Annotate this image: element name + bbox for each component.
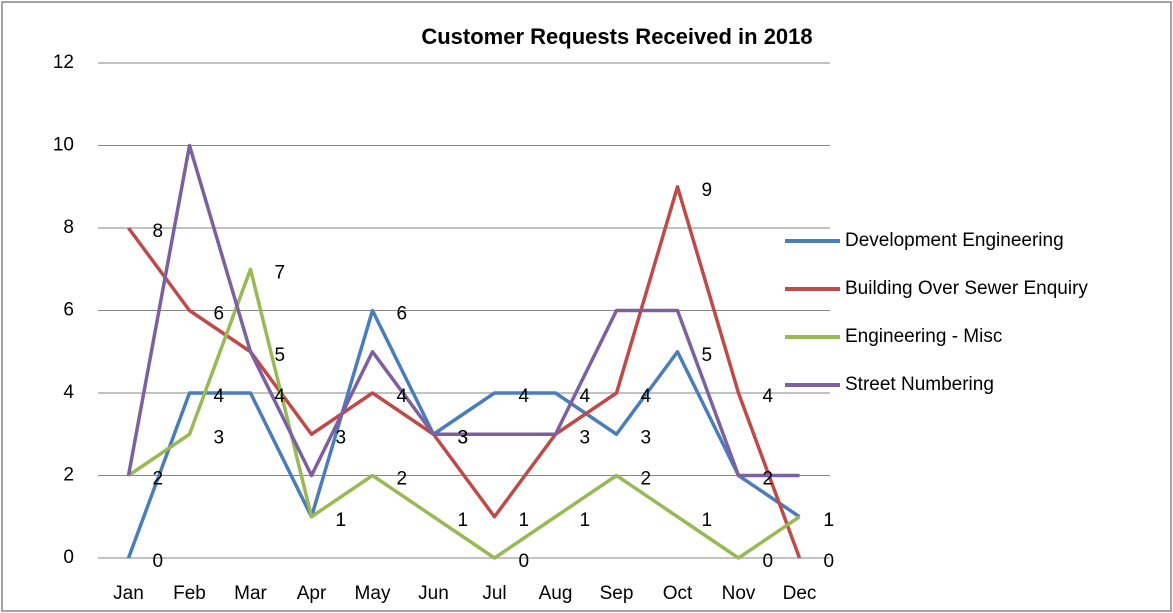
data-label: 2 <box>763 469 774 490</box>
data-label: 2 <box>397 469 408 490</box>
x-tick-label: Apr <box>297 583 327 604</box>
data-label: 1 <box>824 510 835 531</box>
y-tick-label: 0 <box>63 547 74 568</box>
data-label: 1 <box>336 510 347 531</box>
data-label: 0 <box>153 551 164 572</box>
x-tick-label: Oct <box>663 583 693 604</box>
series-line <box>127 267 801 560</box>
data-label: 6 <box>214 304 225 325</box>
data-label: 1 <box>580 510 591 531</box>
data-label: 4 <box>397 386 408 407</box>
x-tick-label: Jul <box>482 583 506 604</box>
data-label: 4 <box>214 386 225 407</box>
series-line <box>127 185 802 559</box>
data-label: 2 <box>641 469 652 490</box>
y-tick-label: 2 <box>63 465 74 486</box>
data-label: 4 <box>763 386 774 407</box>
x-tick-label: Jun <box>418 583 449 604</box>
data-label: 9 <box>702 180 713 201</box>
data-label: 1 <box>336 510 347 531</box>
data-label: 0 <box>824 551 835 572</box>
data-label: 3 <box>580 427 591 448</box>
data-label: 0 <box>519 551 530 572</box>
x-tick-label: Feb <box>173 583 206 604</box>
data-label: 1 <box>824 510 835 531</box>
data-label: 3 <box>214 427 225 448</box>
chart-title: Customer Requests Received in 2018 <box>421 24 812 49</box>
data-label: 5 <box>702 345 713 366</box>
x-tick-label: Jan <box>113 583 144 604</box>
data-label: 0 <box>763 551 774 572</box>
y-tick-label: 10 <box>53 135 74 156</box>
data-label: 8 <box>153 221 164 242</box>
data-label: 3 <box>458 427 469 448</box>
y-tick-label: 4 <box>63 382 74 403</box>
data-label: 3 <box>641 427 652 448</box>
data-label: 6 <box>397 304 408 325</box>
x-tick-label: Dec <box>783 583 817 604</box>
data-label: 3 <box>458 427 469 448</box>
x-tick-label: Nov <box>722 583 756 604</box>
legend-label: Street Numbering <box>845 374 994 395</box>
data-label: 7 <box>275 262 286 283</box>
data-label: 4 <box>580 386 591 407</box>
data-label: 1 <box>702 510 713 531</box>
x-tick-label: Mar <box>234 583 267 604</box>
x-tick-label: May <box>355 583 391 604</box>
data-label: 3 <box>336 427 347 448</box>
y-tick-label: 6 <box>63 300 74 321</box>
data-label: 4 <box>275 386 286 407</box>
legend-label: Building Over Sewer Enquiry <box>845 278 1088 299</box>
y-tick-label: 8 <box>63 217 74 238</box>
legend-label: Engineering - Misc <box>845 326 1002 347</box>
data-label: 4 <box>641 386 652 407</box>
legend-label: Development Engineering <box>845 230 1064 251</box>
x-tick-label: Aug <box>539 583 573 604</box>
data-label: 5 <box>275 345 286 366</box>
data-label: 4 <box>519 386 530 407</box>
y-tick-label: 12 <box>53 52 74 73</box>
data-label: 1 <box>519 510 530 531</box>
data-label: 1 <box>458 510 469 531</box>
series-line <box>126 143 800 478</box>
x-tick-label: Sep <box>600 583 634 604</box>
data-label: 2 <box>153 469 164 490</box>
series-line <box>126 308 801 559</box>
